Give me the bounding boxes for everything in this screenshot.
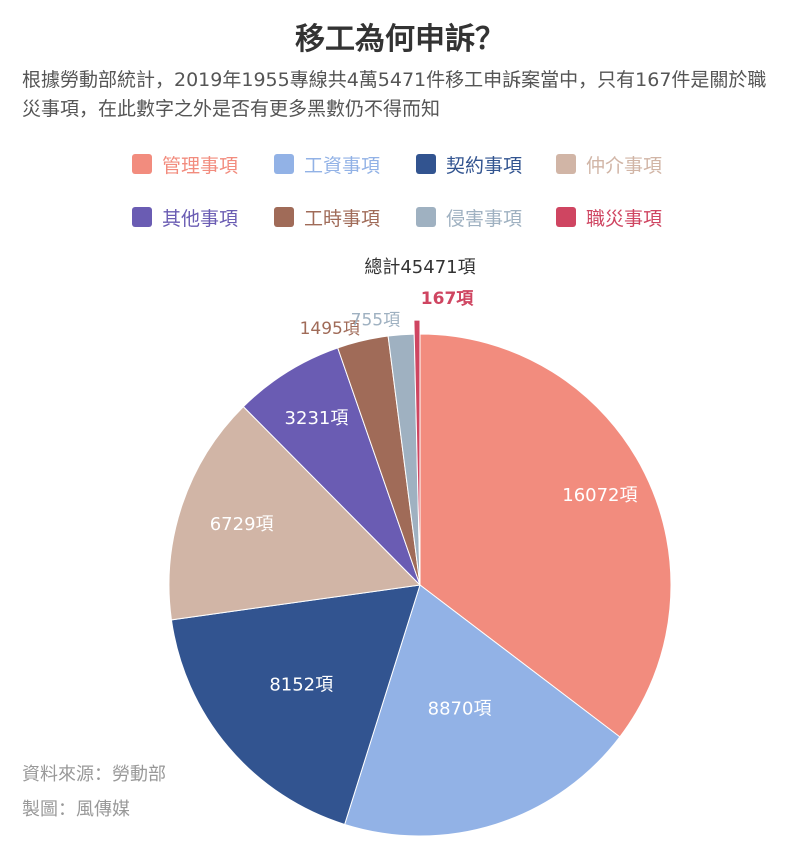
legend-item-working-hours[interactable]: 工時事項 [274,203,380,231]
pie-slice-other[interactable] [242,347,421,586]
legend-swatch-working-hours [274,207,294,227]
pie-slices [168,319,672,837]
legend-item-management[interactable]: 管理事項 [132,150,238,178]
legend-label-broker: 仲介事項 [586,154,663,177]
legend-swatch-management [132,154,152,174]
legend-swatch-infringement [416,207,436,227]
legend-swatch-wages [274,154,294,174]
pie-label-contract: 8152項 [269,675,333,696]
pie-label-management: 16072項 [562,485,637,506]
chart-title: 移工為何申訴？ [295,22,505,57]
legend-label-management: 管理事項 [162,154,239,177]
legend-item-contract[interactable]: 契約事項 [416,150,522,178]
pie-chart: 總計45471項 16072項 8870項 8152項 6729項 3231項 1495項… [168,257,672,837]
legend-swatch-broker [556,154,576,174]
pie-slice-management[interactable] [419,333,672,738]
pie-label-occupational-injury: 167項 [421,289,474,309]
chart-total-label: 總計45471項 [364,257,475,278]
pie-slice-broker[interactable] [168,405,422,621]
pie-slice-occupational-injury[interactable] [413,319,421,580]
pie-label-infringement: 755項 [351,311,400,331]
legend-label-contract: 契約事項 [446,154,523,177]
pie-label-broker: 6729項 [210,514,274,535]
chart-subtitle: 根據勞動部統計，2019年1955專線共4萬5471件移工申訴案當中，只有167… [22,69,767,120]
legend-label-other: 其他事項 [162,207,239,230]
legend-item-wages[interactable]: 工資事項 [274,150,380,178]
legend-item-occupational-injury[interactable]: 職災事項 [556,203,662,231]
legend-swatch-other [132,207,152,227]
legend-label-occupational-injury: 職災事項 [586,207,663,230]
legend-label-working-hours: 工時事項 [304,207,381,230]
footer-source: 資料來源：勞動部 [22,764,166,785]
legend-swatch-occupational-injury [556,207,576,227]
pie-slice-contract[interactable] [170,584,421,826]
pie-label-wages: 8870項 [428,698,492,719]
pie-label-other: 3231項 [285,408,349,429]
legend-row-1: 管理事項 工資事項 契約事項 仲介事項 [132,150,732,178]
legend-label-wages: 工資事項 [304,154,381,177]
legend-label-infringement: 侵害事項 [446,207,523,230]
legend-item-other[interactable]: 其他事項 [132,203,238,231]
pie-label-working-hours: 1495項 [300,319,360,339]
footer-author: 製圖：風傳媒 [22,799,130,820]
legend-item-broker[interactable]: 仲介事項 [556,150,662,178]
legend-row-2: 其他事項 工時事項 侵害事項 職災事項 [132,203,732,231]
legend-swatch-contract [416,154,436,174]
legend-item-infringement[interactable]: 侵害事項 [416,203,522,231]
pie-slice-wages[interactable] [344,584,621,837]
